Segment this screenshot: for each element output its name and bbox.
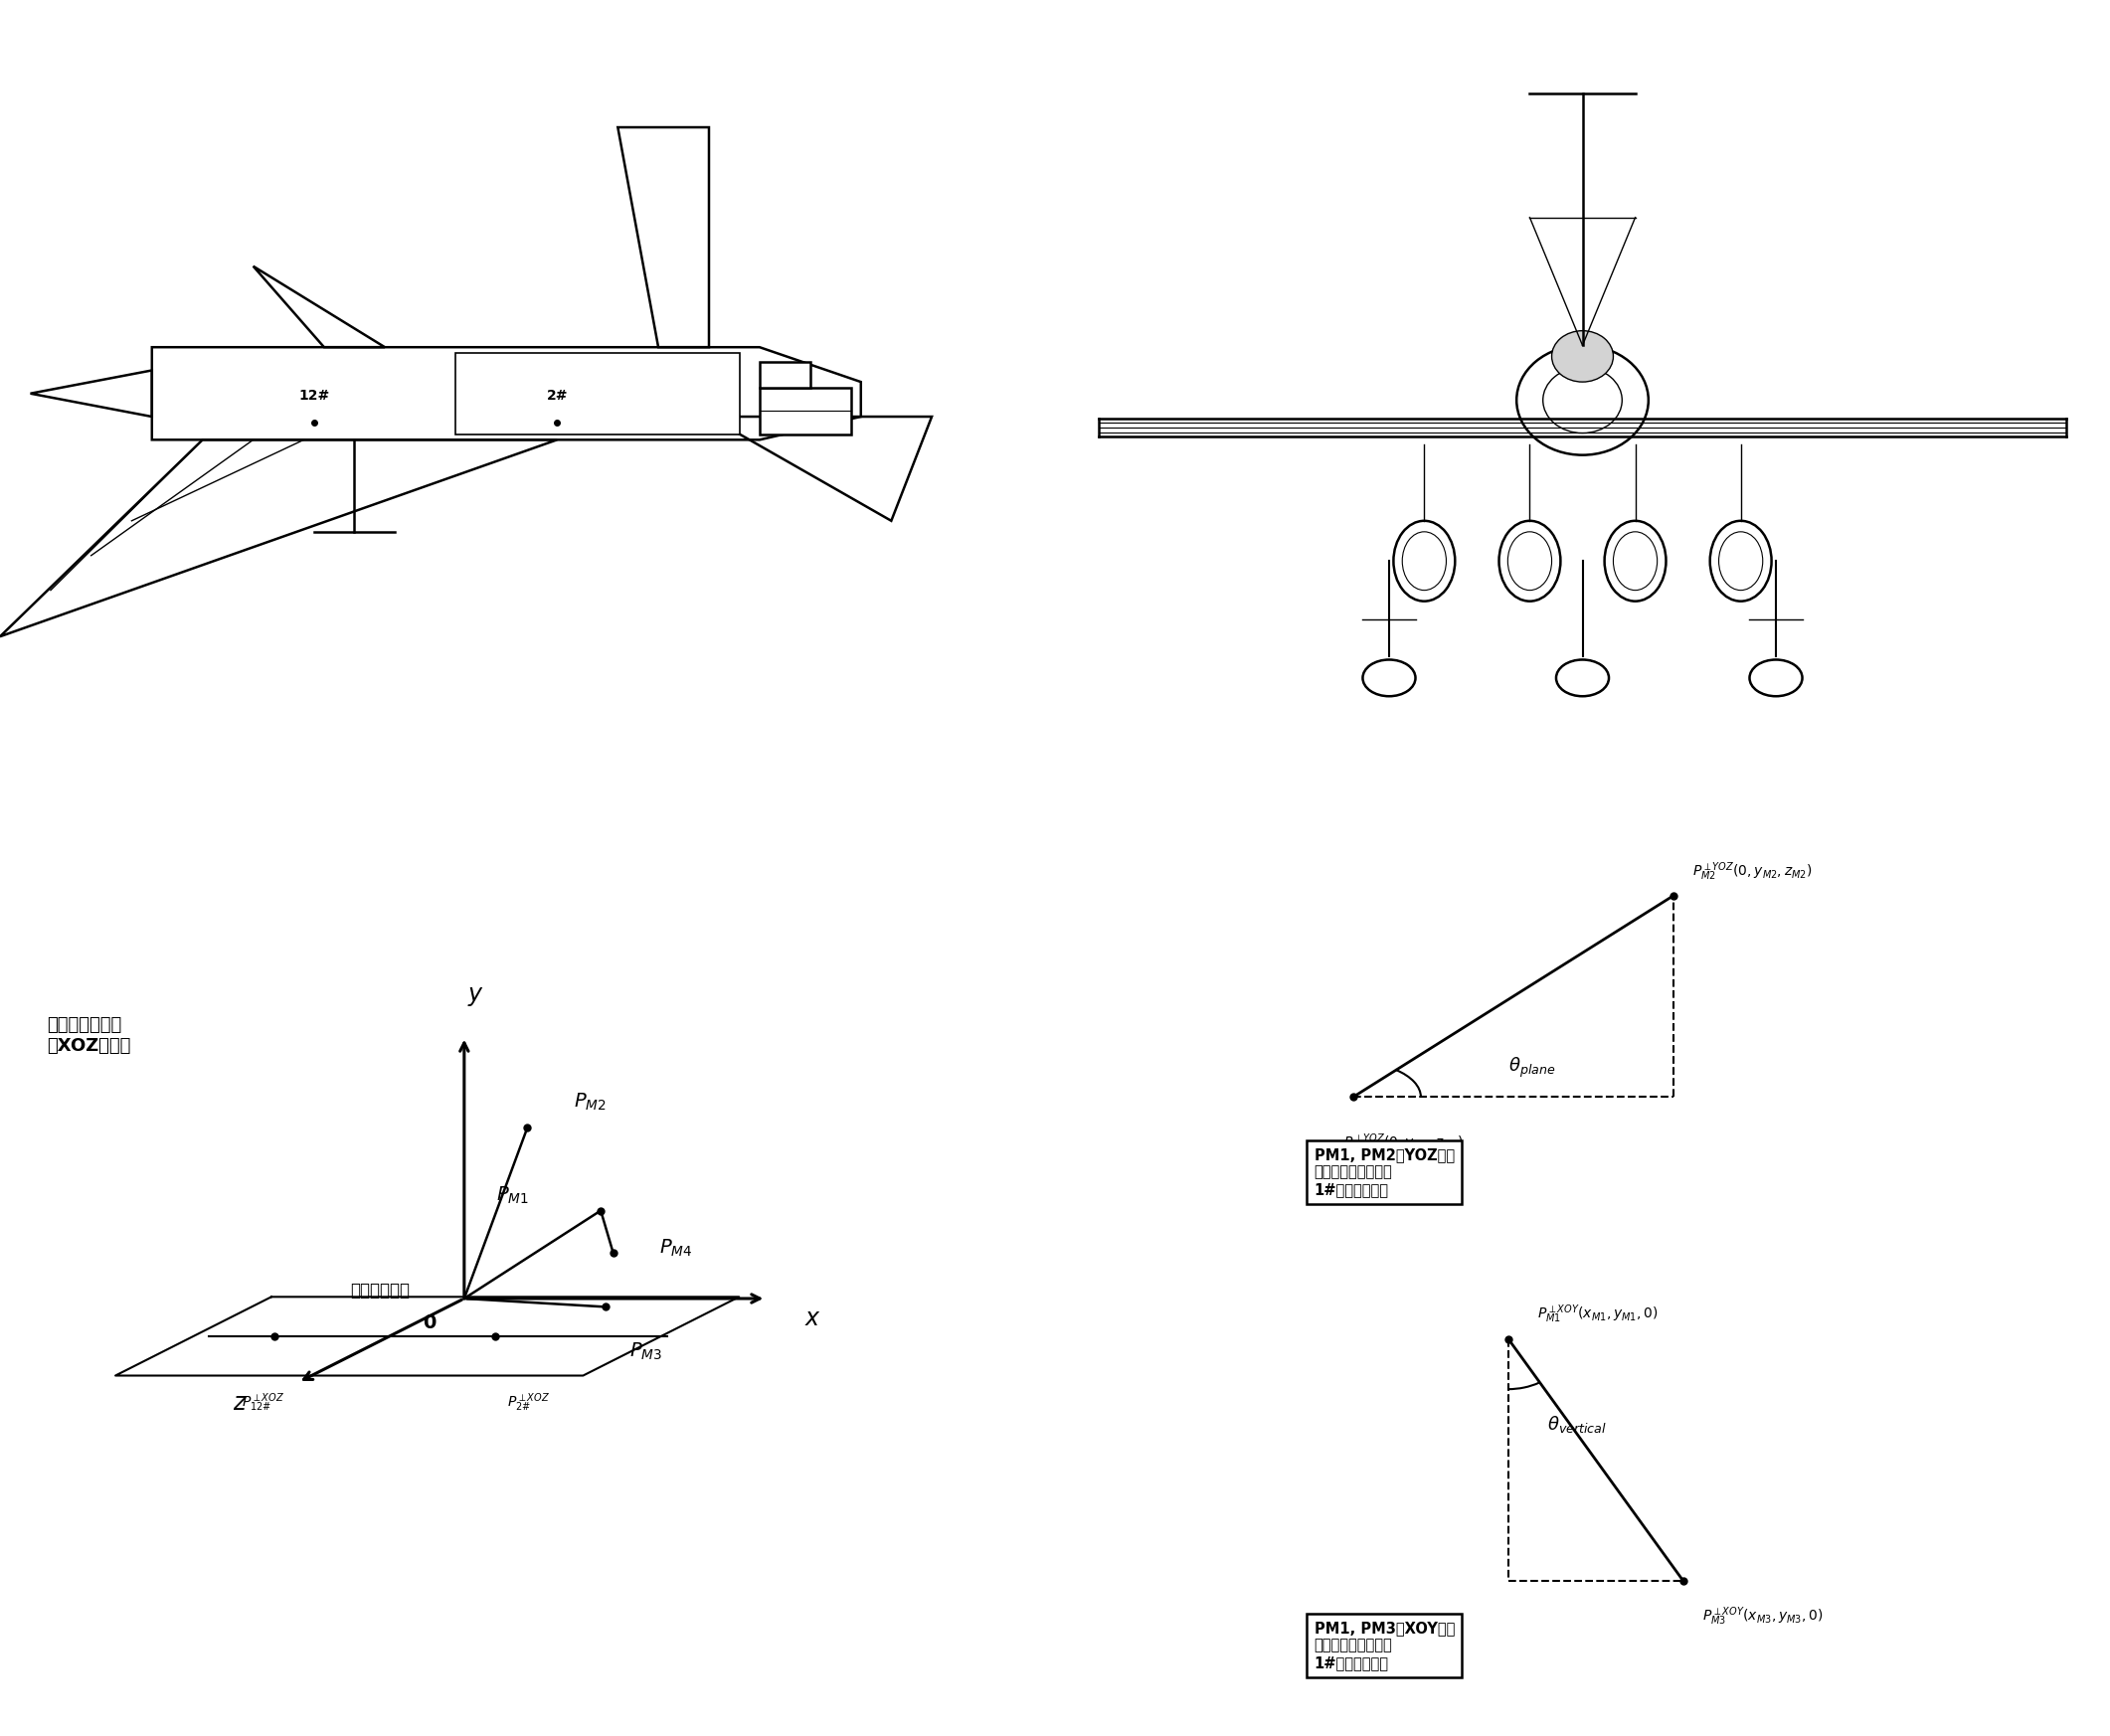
- Text: $P_{M2}^{\perp YOZ}(0, y_{M2}, z_{M2})$: $P_{M2}^{\perp YOZ}(0, y_{M2}, z_{M2})$: [1692, 859, 1812, 882]
- Text: $\theta_{plane}$: $\theta_{plane}$: [1509, 1055, 1555, 1080]
- Text: $P_{M1}$: $P_{M1}$: [496, 1184, 530, 1207]
- Text: PM1, PM3在XOY平面
上的投影，用于检查
1#框安装居贚度: PM1, PM3在XOY平面 上的投影，用于检查 1#框安装居贚度: [1315, 1621, 1454, 1670]
- Text: $P_{2\#}^{\perp XOZ}$: $P_{2\#}^{\perp XOZ}$: [506, 1391, 549, 1413]
- Text: $P_{M4}$: $P_{M4}$: [660, 1238, 692, 1259]
- Text: $P_{M1}^{\perp XOY}(x_{M1}, y_{M1}, 0)$: $P_{M1}^{\perp XOY}(x_{M1}, y_{M1}, 0)$: [1538, 1304, 1658, 1326]
- Text: $P_{M3}$: $P_{M3}$: [629, 1342, 663, 1363]
- Text: 飞机对称轴线: 飞机对称轴线: [350, 1281, 409, 1300]
- Bar: [456, 352, 738, 434]
- Text: 2#: 2#: [546, 389, 568, 403]
- Text: $P_{12\#}^{\perp XOZ}$: $P_{12\#}^{\perp XOZ}$: [243, 1391, 285, 1413]
- Text: 0: 0: [422, 1314, 437, 1333]
- Text: $P_{M1}^{\perp YOZ}(0, y_{M1}, z_{M1})$: $P_{M1}^{\perp YOZ}(0, y_{M1}, z_{M1})$: [1344, 1132, 1462, 1154]
- Text: 12#: 12#: [298, 389, 329, 403]
- Text: 飞机构造水平面
（XOZ平面）: 飞机构造水平面 （XOZ平面）: [46, 1017, 131, 1055]
- Circle shape: [1551, 332, 1614, 382]
- Text: PM1, PM2在YOZ平面
上的投影，用于检查
1#框安装平面度: PM1, PM2在YOZ平面 上的投影，用于检查 1#框安装平面度: [1315, 1147, 1454, 1198]
- Text: $\theta_{vertical}$: $\theta_{vertical}$: [1547, 1413, 1606, 1434]
- Text: $x$: $x$: [804, 1307, 821, 1330]
- Bar: [760, 387, 850, 434]
- Bar: [760, 363, 810, 387]
- Text: $P_{M3}^{\perp XOY}(x_{M3}, y_{M3}, 0)$: $P_{M3}^{\perp XOY}(x_{M3}, y_{M3}, 0)$: [1703, 1606, 1823, 1628]
- Text: $P_{M2}$: $P_{M2}$: [574, 1092, 606, 1113]
- Text: $z$: $z$: [232, 1391, 247, 1415]
- Text: $y$: $y$: [468, 984, 483, 1009]
